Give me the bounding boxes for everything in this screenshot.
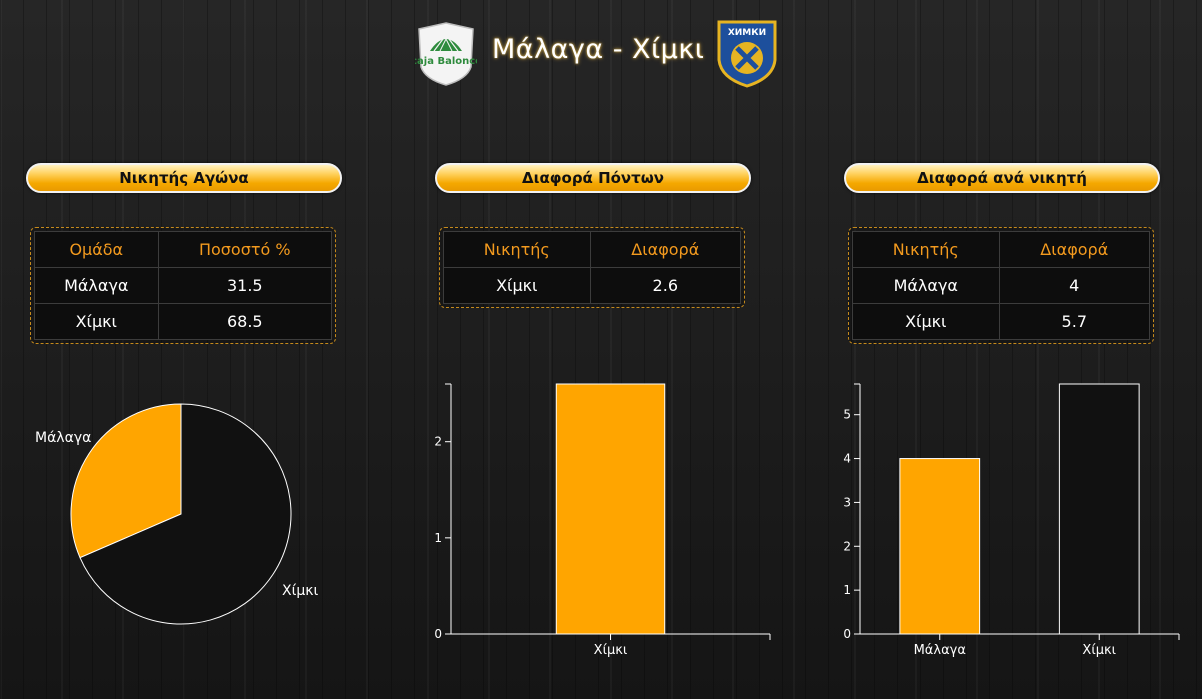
khimki-logo-text: ХИМКИ <box>728 28 766 38</box>
y-tick-label: 3 <box>843 495 851 509</box>
panel-title-diff-per-winner-label: Διαφορά ανά νικητή <box>917 169 1087 187</box>
pie-label: Χίμκι <box>282 583 318 599</box>
table-header: Ποσοστό % <box>157 231 333 268</box>
table-cell: 4 <box>998 267 1151 304</box>
table-header: Διαφορά <box>589 231 742 268</box>
y-tick-label: 2 <box>434 435 442 449</box>
winner-table: Ομάδα Ποσοστό % Μάλαγα 31.5 Χίμκι 68.5 <box>30 227 336 344</box>
unicaja-logo: Unicaja Baloncesto <box>415 22 477 86</box>
x-tick-label: Χίμκι <box>1082 643 1116 658</box>
y-tick-label: 2 <box>843 539 851 553</box>
bar <box>1058 383 1140 635</box>
panel-title-winner-label: Νικητής Αγώνα <box>119 169 249 187</box>
unicaja-logo-text: Unicaja Baloncesto <box>415 56 477 67</box>
table-cell: Μάλαγα <box>852 267 1000 304</box>
winner-pie-chart: Μάλαγα Χίμκι <box>35 403 318 625</box>
y-tick-label: 1 <box>434 531 442 545</box>
x-tick-label: Μάλαγα <box>914 643 966 658</box>
table-row: Μάλαγα 4 <box>852 267 1151 304</box>
pie-label: Μάλαγα <box>35 430 91 446</box>
point-diff-bar-chart: 0 1 2 Χίμκι <box>434 383 771 658</box>
table-row: Χίμκι 5.7 <box>852 303 1151 340</box>
table-row: Μάλαγα 31.5 <box>34 267 333 304</box>
match-header: Unicaja Baloncesto Μάλαγα - Χίμκι ХИМКИ <box>0 18 1202 90</box>
bar <box>899 458 981 635</box>
pie-slice-malaga <box>70 403 182 559</box>
table-cell: Χίμκι <box>852 303 1000 340</box>
x-tick-label: Χίμκι <box>594 643 628 658</box>
pie-slice-khimki <box>79 403 292 625</box>
diff-per-winner-table: Νικητής Διαφορά Μάλαγα 4 Χίμκι 5.7 <box>848 227 1154 344</box>
panel-title-diff-per-winner: Διαφορά ανά νικητή <box>844 163 1160 193</box>
y-tick-label: 1 <box>843 583 851 597</box>
bar <box>555 383 666 635</box>
y-tick-label: 5 <box>843 408 851 422</box>
page-title: Μάλαγα - Χίμκι <box>492 34 705 65</box>
diff-per-winner-bar-chart: 0 1 2 3 4 5 Μάλαγα Χίμκι <box>843 383 1180 658</box>
panel-title-point-diff-label: Διαφορά Πόντων <box>522 169 664 187</box>
table-header: Διαφορά <box>998 231 1151 268</box>
table-cell: Χίμκι <box>34 303 159 340</box>
table-cell: 68.5 <box>157 303 333 340</box>
table-row: Χίμκι 68.5 <box>34 303 333 340</box>
panel-title-winner: Νικητής Αγώνα <box>26 163 342 193</box>
table-cell: 5.7 <box>998 303 1151 340</box>
panel-title-point-diff: Διαφορά Πόντων <box>435 163 751 193</box>
table-header: Ομάδα <box>34 231 159 268</box>
y-tick-label: 0 <box>434 627 442 641</box>
point-diff-table: Νικητής Διαφορά Χίμκι 2.6 <box>439 227 745 308</box>
table-cell: Χίμκι <box>443 267 591 304</box>
table-row: Χίμκι 2.6 <box>443 267 742 304</box>
khimki-logo: ХИМКИ <box>717 20 777 88</box>
table-header: Νικητής <box>852 231 1000 268</box>
table-cell: 2.6 <box>589 267 742 304</box>
y-tick-label: 0 <box>843 627 851 641</box>
y-tick-label: 4 <box>843 452 851 466</box>
table-header: Νικητής <box>443 231 591 268</box>
table-cell: Μάλαγα <box>34 267 159 304</box>
table-cell: 31.5 <box>157 267 333 304</box>
